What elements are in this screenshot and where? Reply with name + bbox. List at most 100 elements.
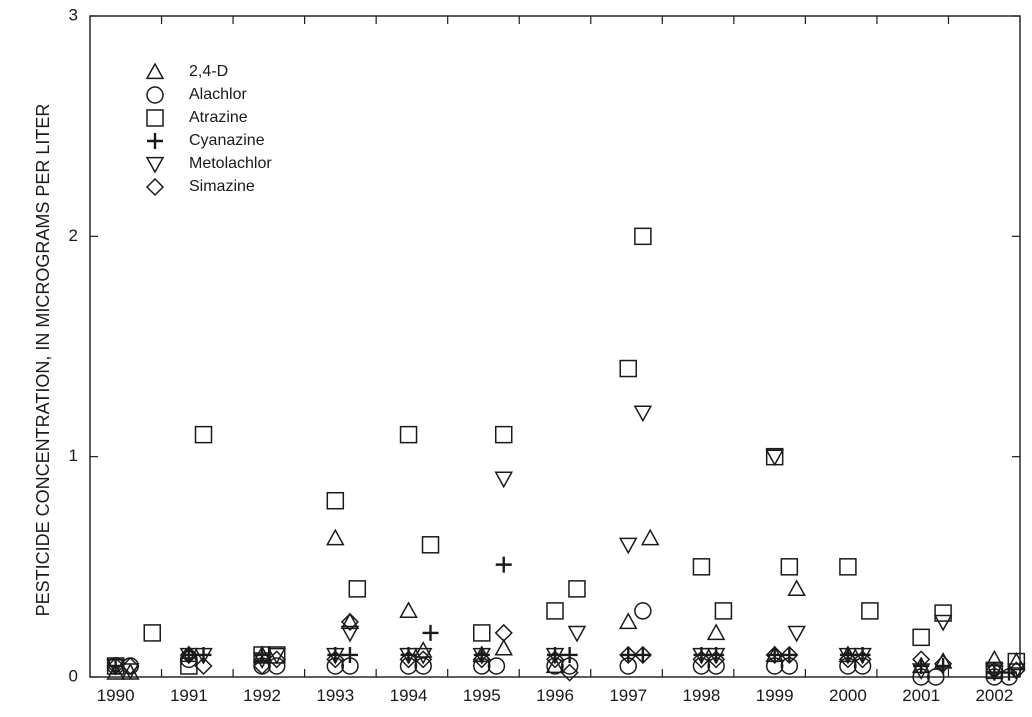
legend-label: Alachlor <box>189 86 247 103</box>
point-triangle-down-marker <box>494 471 514 489</box>
point-square-marker <box>194 425 213 444</box>
point-diamond-marker <box>838 650 857 669</box>
y-tick-label: 1 <box>69 446 78 465</box>
point-triangle-down-marker <box>911 663 931 680</box>
point-square-marker <box>619 359 637 378</box>
point-diamond-marker <box>399 650 418 669</box>
legend-item: 2,4-D <box>145 62 228 80</box>
point-circle-marker <box>634 602 652 620</box>
x-tick-label: 1993 <box>316 686 354 705</box>
point-diamond-marker <box>765 645 784 665</box>
point-triangle-up-marker <box>1007 652 1026 669</box>
point-diamond-marker <box>707 650 726 669</box>
point-diamond-marker <box>853 650 872 669</box>
point-square-marker <box>143 624 161 642</box>
point-plus-marker <box>195 646 212 663</box>
point-square-marker <box>861 602 879 620</box>
x-tick-label: 1990 <box>97 686 135 705</box>
point-plus-marker <box>341 646 358 663</box>
point-square-marker <box>839 558 857 576</box>
point-triangle-down-marker <box>567 625 587 643</box>
point-diamond-marker <box>545 650 565 669</box>
point-diamond-marker <box>1007 661 1026 680</box>
legend-triangle-down-marker <box>145 156 165 174</box>
point-square-marker <box>399 425 418 444</box>
point-plus-marker <box>107 657 124 674</box>
x-tick-label: 1996 <box>536 686 574 705</box>
point-circle-marker <box>487 657 506 675</box>
point-plus-marker <box>708 646 725 663</box>
legend-item: Atrazine <box>146 109 248 127</box>
point-plus-marker <box>854 646 871 663</box>
point-plus-marker <box>327 646 344 663</box>
point-diamond-marker <box>340 612 360 631</box>
point-diamond-marker <box>560 663 579 682</box>
x-tick-label: 1991 <box>170 686 208 705</box>
point-square-marker <box>421 536 440 554</box>
point-triangle-down-marker <box>121 663 140 680</box>
point-triangle-up-marker <box>787 579 806 597</box>
point-diamond-marker <box>121 656 140 676</box>
point-triangle-down-marker <box>633 405 653 423</box>
series-plus <box>107 556 1018 681</box>
plot-frame <box>89 15 1021 678</box>
point-triangle-down-marker <box>340 625 360 643</box>
point-diamond-marker <box>985 661 1004 680</box>
point-plus-marker <box>495 556 512 573</box>
x-tick-label: 1994 <box>390 686 428 705</box>
point-circle-marker <box>927 668 945 686</box>
point-diamond-marker <box>194 656 213 676</box>
legend-square-marker <box>146 109 164 127</box>
point-square-marker <box>326 491 345 510</box>
point-triangle-down-marker <box>618 537 638 555</box>
point-triangle-up-marker <box>706 623 726 641</box>
plot-border <box>89 15 1021 678</box>
legend-label: 2,4-D <box>189 63 228 80</box>
point-triangle-down-marker <box>933 614 953 632</box>
series-triangle-up <box>106 528 1026 680</box>
legend-label: Simazine <box>189 178 255 195</box>
point-plus-marker <box>400 646 417 663</box>
point-triangle-down-marker <box>765 449 784 467</box>
x-tick-label: 2001 <box>902 686 940 705</box>
point-plus-marker <box>766 646 783 663</box>
point-plus-marker <box>634 646 651 663</box>
y-axis-label: PESTICIDE CONCENTRATION, IN MICROGRAMS P… <box>33 104 53 617</box>
point-diamond-marker <box>106 656 125 676</box>
point-diamond-marker <box>619 645 638 665</box>
point-plus-marker <box>473 646 490 663</box>
y-tick-label: 3 <box>69 5 78 24</box>
point-triangle-up-marker <box>494 638 514 656</box>
x-tick-label: 1992 <box>243 686 281 705</box>
point-square-marker <box>1007 652 1026 671</box>
axis-ticks <box>90 15 1020 678</box>
point-plus-marker <box>620 646 637 663</box>
point-triangle-up-marker <box>340 612 360 630</box>
legend: 2,4-D Alachlor Atrazine Cyanazine Metolachlo… <box>145 62 272 197</box>
point-square-marker <box>494 425 513 444</box>
point-plus-marker <box>693 646 710 663</box>
point-diamond-marker <box>494 623 513 642</box>
point-triangle-up-marker <box>545 656 565 674</box>
series-square <box>106 227 1026 680</box>
x-tick-label: 1997 <box>609 686 647 705</box>
point-diamond-marker <box>934 654 953 673</box>
point-plus-marker <box>180 646 197 663</box>
point-triangle-down-marker <box>252 652 272 669</box>
point-square-marker <box>348 580 367 598</box>
point-square-marker <box>912 628 930 647</box>
legend-item: Cyanazine <box>147 132 265 149</box>
legend-item: Simazine <box>145 177 255 197</box>
point-diamond-marker <box>253 656 272 676</box>
x-tick-label: 1998 <box>683 686 721 705</box>
legend-label: Atrazine <box>189 109 248 126</box>
point-square-marker <box>634 227 652 246</box>
point-square-marker <box>546 602 564 620</box>
axis-tick-labels: 0 1 2 3 1990 1991 1992 1993 1994 1995 1996 1997 1998… <box>69 5 1014 705</box>
point-diamond-marker <box>472 650 491 669</box>
point-square-marker <box>473 624 491 642</box>
point-diamond-marker <box>326 650 345 669</box>
point-circle-marker <box>267 657 286 675</box>
point-square-marker <box>568 580 586 598</box>
